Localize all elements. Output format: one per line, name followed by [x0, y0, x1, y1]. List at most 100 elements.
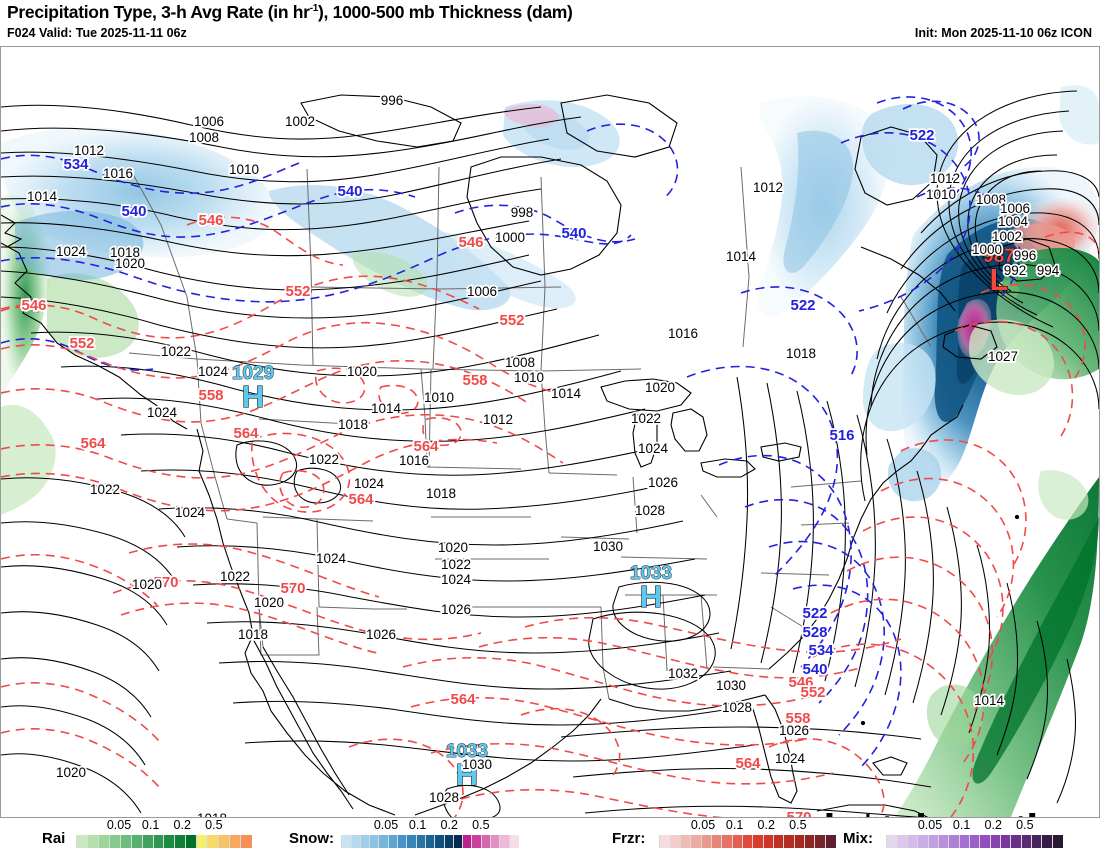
legend-swatch: [175, 835, 187, 848]
border-al-ga: [700, 594, 708, 670]
legend-group-mix: Mix: 0.05 0.1 0.2 0.5: [0, 818, 1100, 850]
coast-alaska: [1, 214, 23, 248]
contour-label: 1008: [976, 192, 1006, 207]
legend-colorbar-rain: [66, 835, 252, 848]
page-title: Precipitation Type, 3-h Avg Rate (in hr-…: [7, 2, 573, 23]
contour-label: 1022: [309, 452, 339, 467]
contour-label: 1024: [56, 244, 87, 259]
contour-label: 1028: [722, 700, 752, 715]
contour-label-halo: 1006: [1000, 201, 1030, 216]
legend-tick-label: 0.05: [106, 818, 132, 832]
contour-label: 522: [909, 127, 934, 144]
lake-ontario: [760, 442, 802, 462]
forecast-valid-time: F024 Valid: Tue 2025-11-11 06z: [7, 26, 187, 40]
border-az-nm: [258, 606, 320, 656]
contour-label: 516: [829, 427, 854, 444]
map-canvas[interactable]: 1029 H 1033 H 1033 H 987 L 996 996 1006 1006 1002 10…: [0, 46, 1100, 818]
precip-region-pnw-rain-2: [1, 404, 56, 515]
contour-label-halo: 1024: [56, 244, 87, 259]
contour-label-halo: 992: [1004, 263, 1027, 278]
contour-label: 1032: [668, 666, 698, 681]
contour-label: 1024: [198, 364, 229, 379]
page-title-superscript: -1: [309, 3, 319, 15]
contour-label-halo: 570: [280, 580, 305, 597]
contour-label: 1006: [194, 114, 224, 129]
contour-label: 552: [69, 335, 94, 352]
contour-label-halo: 558: [462, 372, 487, 389]
legend-tick-label: 0.1: [408, 818, 427, 832]
border-qc-nb: [900, 296, 932, 348]
contour-label-halo: 528: [802, 624, 827, 641]
thickness-ne-low-warm: [1044, 231, 1099, 252]
thickness-534: [1, 154, 300, 195]
border-on-qc: [740, 166, 750, 348]
border-ia-mo: [548, 472, 618, 476]
contour-label: 1002: [992, 229, 1022, 244]
contour-label: 992: [1004, 263, 1027, 278]
contour-label-halo: 1006: [194, 114, 224, 129]
contour-label-halo: 996: [1014, 248, 1037, 263]
contour-label: 1018: [238, 627, 268, 642]
legend-swatch: [763, 835, 774, 848]
contour-label: 996: [381, 93, 404, 108]
contour-label-halo: 1016: [103, 166, 133, 181]
contour-label-halo: 1022: [441, 557, 471, 572]
legend-swatch: [660, 835, 671, 848]
contour-label: 552: [499, 312, 524, 329]
legend-swatch: [691, 835, 702, 848]
legend-swatch: [928, 835, 939, 848]
contour-label-halo: 1026: [441, 602, 471, 617]
contour-label-halo: 1026: [366, 627, 396, 642]
contour-label-halo: 540: [802, 661, 827, 678]
contour-label-halo: 1010: [424, 390, 454, 405]
contour-label-halo: 1010: [926, 187, 956, 202]
contour-label-halo: 546: [198, 212, 223, 229]
contour-label-halo: 1032: [668, 666, 698, 681]
legend-swatch: [208, 835, 220, 848]
thickness-564-s: [410, 696, 808, 746]
contour-label-halo: 1008: [505, 355, 535, 370]
baffin: [560, 94, 678, 158]
contour-label-halo: 534: [63, 156, 89, 173]
contour-label-halo: 1022: [90, 482, 120, 497]
border-ga-fl: [712, 666, 770, 670]
legend-swatch: [938, 835, 950, 848]
legend-swatch: [825, 835, 836, 848]
thickness-tx2: [348, 738, 464, 817]
island-dot-2: [860, 720, 866, 726]
contour-label: 1016: [668, 326, 698, 341]
legend-swatch: [701, 835, 712, 848]
contour-label: 1014: [726, 249, 757, 264]
contour-label: 1020: [56, 765, 86, 780]
contour-label: 558: [462, 372, 487, 389]
legend-swatch: [887, 835, 898, 848]
contour-label-halo: 546: [21, 297, 46, 314]
contour-label-halo: 1000: [495, 230, 525, 245]
contour-label: 1027: [988, 349, 1018, 364]
border-mo-ar: [560, 536, 630, 540]
coast-us-west: [196, 428, 272, 712]
contour-label: 1012: [930, 171, 960, 186]
legend-swatch: [164, 835, 176, 848]
contour-label-halo: 1020: [132, 577, 162, 592]
precip-region-northeast-snow-west: [863, 343, 936, 432]
border-id-nv: [226, 518, 258, 524]
contour-label-halo: 1002: [285, 114, 315, 129]
contour-label: 1000: [972, 242, 1002, 257]
contour-label: 564: [413, 438, 439, 455]
legend-swatch: [1000, 835, 1012, 848]
precip-region-ne-corner-faint: [1059, 85, 1099, 145]
contour-label: 528: [802, 624, 827, 641]
contour-label-halo: 1014: [726, 249, 757, 264]
contour-label-halo: 522: [790, 297, 815, 314]
contour-label: 1006: [467, 284, 497, 299]
contour-label: 1016: [399, 453, 429, 468]
contour-label: 1014: [974, 693, 1005, 708]
thickness-528-se: [744, 498, 869, 704]
legend-ticks-mix: 0.05 0.1 0.2 0.5: [0, 818, 1100, 833]
contour-label: 1018: [426, 486, 456, 501]
contour-label-halo: 1016: [668, 326, 698, 341]
contour-label-halo: 1024: [147, 405, 178, 420]
border-wy-co: [262, 516, 374, 522]
island-dot-1: [1014, 514, 1020, 520]
